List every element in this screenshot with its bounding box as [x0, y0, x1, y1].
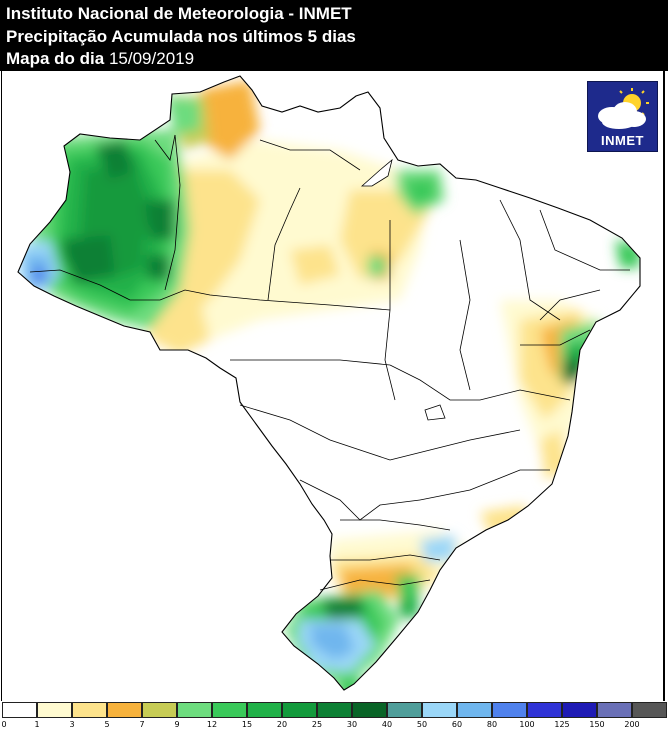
- legend-swatch: [387, 702, 422, 718]
- legend-swatch: [72, 702, 107, 718]
- legend-tick-label: 15: [241, 720, 253, 729]
- legend-tick-label: 40: [381, 720, 393, 729]
- rainfall-shading: [18, 76, 640, 690]
- legend-tick-label: 1: [34, 720, 40, 729]
- legend-swatch: [107, 702, 142, 718]
- legend-swatch: [562, 702, 597, 718]
- date-line: Mapa do dia 15/09/2019: [6, 49, 194, 69]
- legend-swatch: [177, 702, 212, 718]
- legend-swatch: [527, 702, 562, 718]
- legend-swatch: [352, 702, 387, 718]
- color-legend: 0 1 3 5 7 9 12 15 20 25 30 40 50 60 80 100 125 150 200: [0, 701, 668, 731]
- legend-swatch: [212, 702, 247, 718]
- legend-tick-label: 25: [311, 720, 323, 729]
- date-value: 15/09/2019: [108, 49, 195, 68]
- institute-title: Instituto Nacional de Meteorologia - INM…: [6, 4, 352, 23]
- state-borders: [29, 134, 630, 591]
- legend-tick-label: 30: [346, 720, 358, 729]
- legend-swatch: [2, 702, 37, 718]
- legend-tick-label: 3: [69, 720, 75, 729]
- legend-tick-label: 0: [1, 720, 7, 729]
- brazil-outline: [17, 75, 641, 691]
- cloud-sun-icon: [598, 88, 649, 129]
- legend-tick-label: 20: [276, 720, 288, 729]
- logo-text: INMET: [601, 133, 644, 148]
- title-bar: Instituto Nacional de Meteorologia - INM…: [0, 0, 668, 71]
- legend-tick-label: 200: [624, 720, 640, 729]
- legend-tick-label: 50: [416, 720, 428, 729]
- legend-tick-label: 7: [139, 720, 145, 729]
- legend-tick-label: 5: [104, 720, 110, 729]
- legend-tick-label: 12: [206, 720, 218, 729]
- legend-tick-label: 125: [554, 720, 570, 729]
- legend-swatch: [422, 702, 457, 718]
- legend-tick-label: 150: [589, 720, 605, 729]
- legend-swatch: [142, 702, 177, 718]
- legend-swatch: [317, 702, 352, 718]
- legend-swatch: [282, 702, 317, 718]
- inmet-logo: INMET: [587, 81, 658, 152]
- legend-tick-label: 9: [174, 720, 180, 729]
- legend-swatch: [247, 702, 282, 718]
- legend-swatch: [492, 702, 527, 718]
- legend-tick-label: 100: [519, 720, 535, 729]
- legend-swatch: [37, 702, 72, 718]
- product-title: Precipitação Acumulada nos últimos 5 dia…: [6, 27, 356, 46]
- precipitation-map: [17, 75, 641, 691]
- map-frame: [1, 71, 665, 701]
- legend-tick-label: 80: [486, 720, 498, 729]
- legend-swatch: [597, 702, 632, 718]
- marajo-island: [360, 158, 393, 187]
- legend-tick-label: 60: [451, 720, 463, 729]
- legend-swatch: [632, 702, 667, 718]
- date-label: Mapa do dia: [6, 49, 105, 68]
- legend-swatch: [457, 702, 492, 718]
